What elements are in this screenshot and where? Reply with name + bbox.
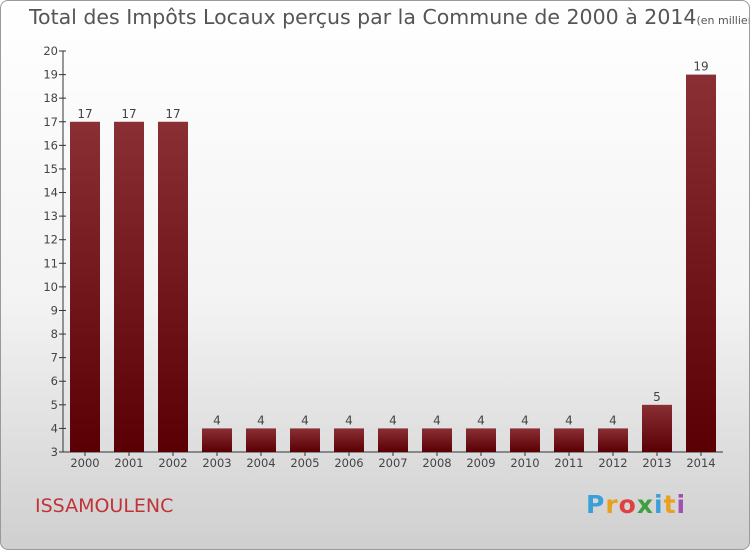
bar (202, 428, 232, 452)
chart-title-text: Total des Impôts Locaux perçus par la Co… (29, 5, 697, 29)
logo-letter: i (654, 490, 664, 519)
logo-letter: P (586, 490, 606, 519)
x-tick-label: 2003 (202, 456, 231, 470)
bar (598, 428, 628, 452)
chart-unit: (en milliers d'€) (696, 14, 749, 27)
y-tick-label: 6 (51, 374, 58, 388)
bar (290, 428, 320, 452)
x-tick-label: 2014 (686, 456, 715, 470)
bar (510, 428, 540, 452)
bar (114, 121, 144, 452)
chart-title: Total des Impôts Locaux perçus par la Co… (29, 5, 749, 29)
x-tick-label: 2010 (510, 456, 539, 470)
x-tick-label: 2006 (334, 456, 363, 470)
bar (686, 74, 716, 453)
y-tick-label: 20 (43, 44, 58, 58)
x-tick-label: 2009 (466, 456, 495, 470)
bar (378, 428, 408, 452)
x-tick-label: 2008 (422, 456, 451, 470)
x-tick-label: 2013 (642, 456, 671, 470)
bar-value-label: 4 (213, 413, 221, 427)
logo-letter: t (663, 490, 677, 519)
logo-letter: i (676, 490, 687, 519)
y-tick-label: 8 (51, 327, 58, 341)
y-tick-label: 11 (43, 256, 58, 270)
bar (246, 428, 276, 452)
bar-value-label: 17 (121, 107, 136, 121)
x-tick-label: 2001 (114, 456, 143, 470)
y-tick-label: 7 (51, 351, 58, 365)
bar (554, 428, 584, 452)
bar-value-label: 4 (389, 413, 397, 427)
x-tick-label: 2011 (554, 456, 583, 470)
y-tick-label: 12 (43, 233, 58, 247)
bar (334, 428, 364, 452)
bar-value-label: 4 (257, 413, 265, 427)
y-tick-label: 15 (43, 162, 58, 176)
bar (158, 121, 188, 452)
bar (422, 428, 452, 452)
bar-value-label: 17 (77, 107, 92, 121)
bar-value-label: 4 (609, 413, 617, 427)
bar-value-label: 19 (693, 60, 708, 74)
proxiti-logo[interactable]: Proxiti (586, 490, 686, 519)
y-tick-label: 5 (51, 398, 58, 412)
logo-letter: o (618, 490, 637, 519)
bar (466, 428, 496, 452)
x-tick-label: 2007 (378, 456, 407, 470)
bar-value-label: 4 (477, 413, 485, 427)
x-tick-label: 2004 (246, 456, 275, 470)
y-tick-label: 18 (43, 91, 58, 105)
y-tick-label: 3 (51, 445, 58, 459)
bar-value-label: 4 (565, 413, 573, 427)
bar-value-label: 4 (301, 413, 309, 427)
bar-value-label: 4 (521, 413, 529, 427)
y-tick-label: 17 (43, 115, 58, 129)
commune-name: ISSAMOULENC (35, 495, 174, 517)
bar (70, 121, 100, 452)
bar (642, 404, 672, 452)
bar-value-label: 17 (165, 107, 180, 121)
y-tick-label: 10 (43, 280, 58, 294)
bar-value-label: 4 (433, 413, 441, 427)
y-tick-label: 9 (51, 303, 58, 317)
y-tick-label: 4 (51, 421, 58, 435)
x-tick-label: 2000 (70, 456, 99, 470)
y-tick-label: 19 (43, 68, 58, 82)
bar-value-label: 4 (345, 413, 353, 427)
y-tick-label: 14 (43, 186, 58, 200)
bar-value-label: 5 (653, 390, 661, 404)
x-tick-label: 2002 (158, 456, 187, 470)
logo-letter: r (605, 490, 619, 519)
y-tick-label: 16 (43, 138, 58, 152)
x-tick-label: 2012 (598, 456, 627, 470)
x-tick-label: 2005 (290, 456, 319, 470)
y-tick-label: 13 (43, 209, 58, 223)
logo-letter: x (636, 490, 654, 519)
